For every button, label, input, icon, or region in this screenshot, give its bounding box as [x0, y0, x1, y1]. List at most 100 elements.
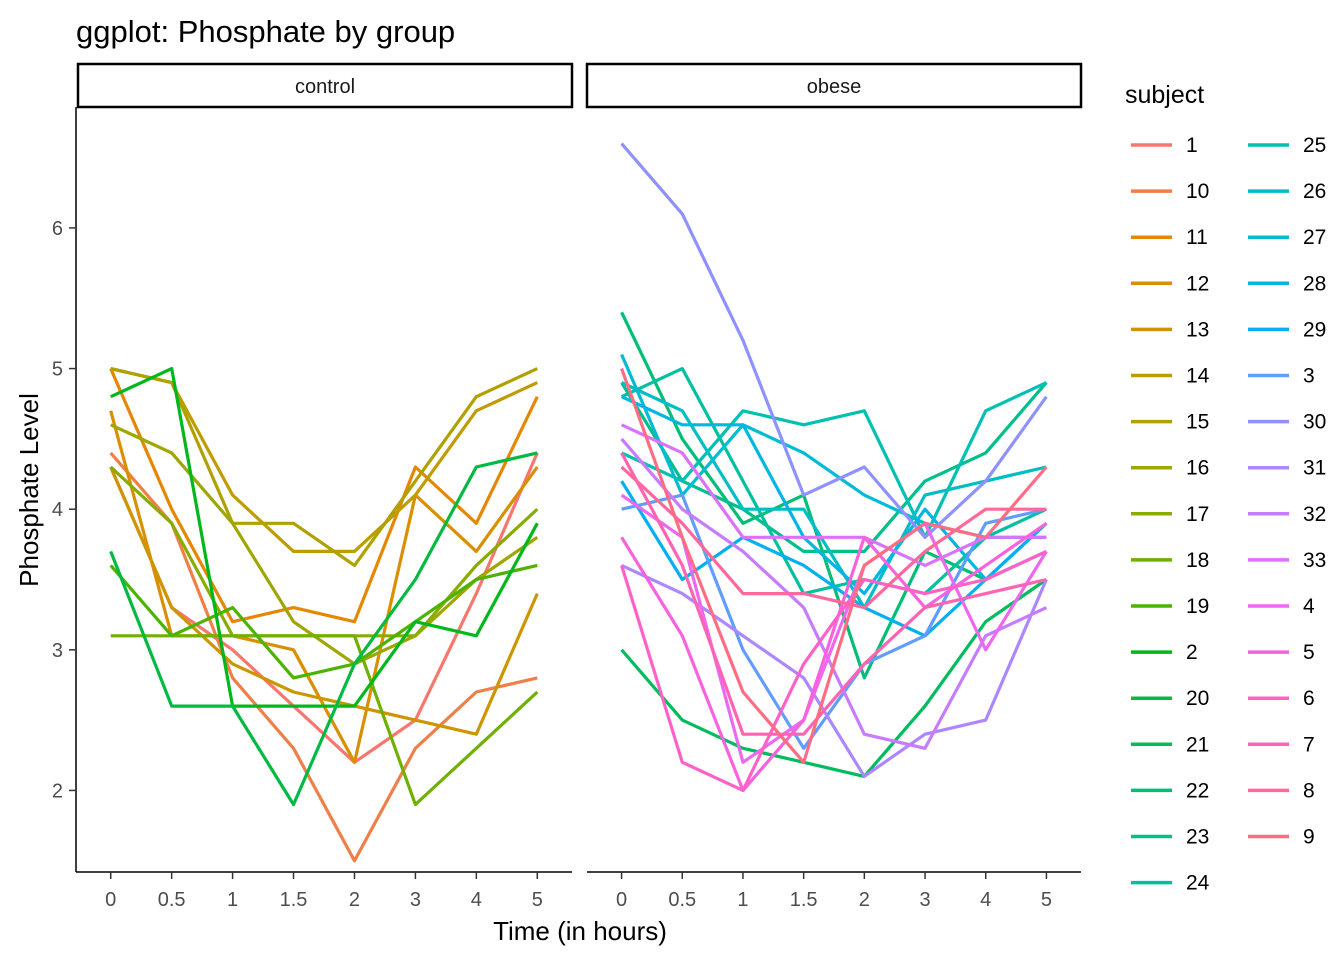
legend-item-9: 9: [1248, 826, 1315, 849]
legend-label: 6: [1303, 687, 1315, 710]
legend-label: 25: [1303, 134, 1326, 157]
legend-label: 12: [1186, 272, 1209, 295]
y-axis-ticks: 2 3 4 5 6: [52, 218, 76, 802]
series-line-25: [620, 381, 1048, 539]
legend-item-20: 20: [1131, 687, 1209, 710]
legend: 1 10 11 12 13 14 15 16 17 18 19 2 20 21 22 23 24 25 26 27 28…: [1131, 134, 1326, 895]
legend-label: 28: [1303, 272, 1326, 295]
series-line-33: [620, 423, 1047, 568]
legend-item-12: 12: [1131, 272, 1209, 295]
x-tick-label: 0: [616, 889, 627, 911]
legend-item-17: 17: [1131, 503, 1209, 526]
legend-label: 32: [1303, 503, 1326, 526]
series-line-6: [620, 549, 1048, 793]
legend-label: 2: [1186, 641, 1198, 664]
legend-item-33: 33: [1248, 549, 1326, 572]
legend-item-21: 21: [1131, 733, 1209, 756]
x-tick-label: 5: [532, 889, 543, 911]
legend-item-29: 29: [1248, 318, 1326, 341]
strip-obese: [585, 62, 1083, 109]
legend-label: 13: [1186, 318, 1209, 341]
legend-item-3: 3: [1248, 365, 1315, 388]
series-line-9: [620, 368, 1048, 764]
series-line-14: [110, 367, 538, 554]
legend-label: 8: [1303, 779, 1315, 802]
legend-label: 11: [1186, 226, 1208, 249]
legend-item-16: 16: [1131, 457, 1209, 480]
legend-label: 21: [1186, 733, 1209, 756]
x-tick-label: 5: [1041, 889, 1052, 911]
series-line-8: [620, 465, 1047, 610]
legend-label: 9: [1303, 826, 1315, 849]
legend-item-26: 26: [1248, 180, 1326, 203]
legend-label: 29: [1303, 318, 1326, 341]
x-tick-label: 1.5: [790, 889, 818, 911]
legend-title: subject: [1125, 81, 1204, 109]
legend-item-23: 23: [1131, 826, 1209, 849]
legend-item-14: 14: [1131, 365, 1210, 388]
legend-label: 22: [1186, 779, 1209, 802]
legend-item-1: 1: [1131, 134, 1198, 157]
legend-item-18: 18: [1131, 549, 1209, 572]
x-tick-label: 3: [919, 889, 930, 911]
legend-item-8: 8: [1248, 779, 1315, 802]
series-line-15: [110, 367, 538, 568]
legend-label: 20: [1186, 687, 1209, 710]
legend-item-30: 30: [1248, 411, 1326, 434]
series-line-2: [110, 367, 539, 708]
x-tick-label: 4: [471, 889, 482, 911]
legend-label: 27: [1303, 226, 1326, 249]
series-line-16: [110, 423, 539, 666]
legend-item-5: 5: [1248, 641, 1315, 664]
legend-label: 30: [1303, 411, 1326, 434]
legend-item-15: 15: [1131, 411, 1209, 434]
legend-item-19: 19: [1131, 595, 1209, 618]
legend-label: 14: [1186, 365, 1210, 388]
series-line-30: [620, 142, 1048, 539]
series-line-20: [109, 451, 538, 807]
legend-label: 33: [1303, 549, 1326, 572]
legend-item-2: 2: [1131, 641, 1198, 664]
x-tick-label: 2: [349, 889, 360, 911]
legend-label: 1: [1186, 134, 1198, 157]
series-line-4: [620, 493, 1048, 764]
x-tick-label: 4: [980, 889, 991, 911]
x-tick-label: 1.5: [280, 889, 308, 911]
strip-label-control: control: [295, 76, 355, 98]
legend-label: 3: [1303, 365, 1315, 388]
legend-item-27: 27: [1248, 226, 1326, 249]
legend-label: 31: [1303, 457, 1326, 480]
legend-item-28: 28: [1248, 272, 1326, 295]
legend-item-22: 22: [1131, 779, 1209, 802]
legend-label: 4: [1303, 595, 1315, 618]
y-axis-title: Phosphate Level: [14, 393, 44, 587]
x-tick-label: 1: [737, 889, 748, 911]
series-line-11: [109, 367, 539, 624]
legend-label: 16: [1186, 457, 1209, 480]
x-tick-label: 0.5: [668, 889, 696, 911]
x-tick-label: 0: [105, 889, 116, 911]
legend-item-13: 13: [1131, 318, 1209, 341]
legend-label: 18: [1186, 549, 1209, 572]
series-line-32: [620, 437, 1048, 750]
legend-item-25: 25: [1248, 134, 1326, 157]
y-tick-label: 3: [52, 640, 63, 662]
legend-item-11: 11: [1131, 226, 1208, 249]
legend-item-7: 7: [1248, 733, 1315, 756]
legend-label: 19: [1186, 595, 1209, 618]
series-line-5: [620, 521, 1048, 793]
legend-item-10: 10: [1131, 180, 1209, 203]
x-tick-label: 1: [227, 889, 238, 911]
legend-item-4: 4: [1248, 595, 1315, 618]
legend-item-6: 6: [1248, 687, 1315, 710]
chart-title: ggplot: Phosphate by group: [76, 14, 455, 49]
y-tick-label: 2: [52, 780, 63, 802]
series-line-1: [109, 452, 539, 764]
x-axis-ticks: 0 0.5 1 1.5 2 3 4 5 0 0.5 1 1.5 2 3 4 5: [105, 872, 1052, 911]
x-axis-title: Time (in hours): [493, 916, 667, 946]
legend-label: 23: [1186, 826, 1209, 849]
series-line-19: [109, 563, 538, 680]
series-line-10: [109, 451, 538, 863]
legend-label: 10: [1186, 180, 1209, 203]
